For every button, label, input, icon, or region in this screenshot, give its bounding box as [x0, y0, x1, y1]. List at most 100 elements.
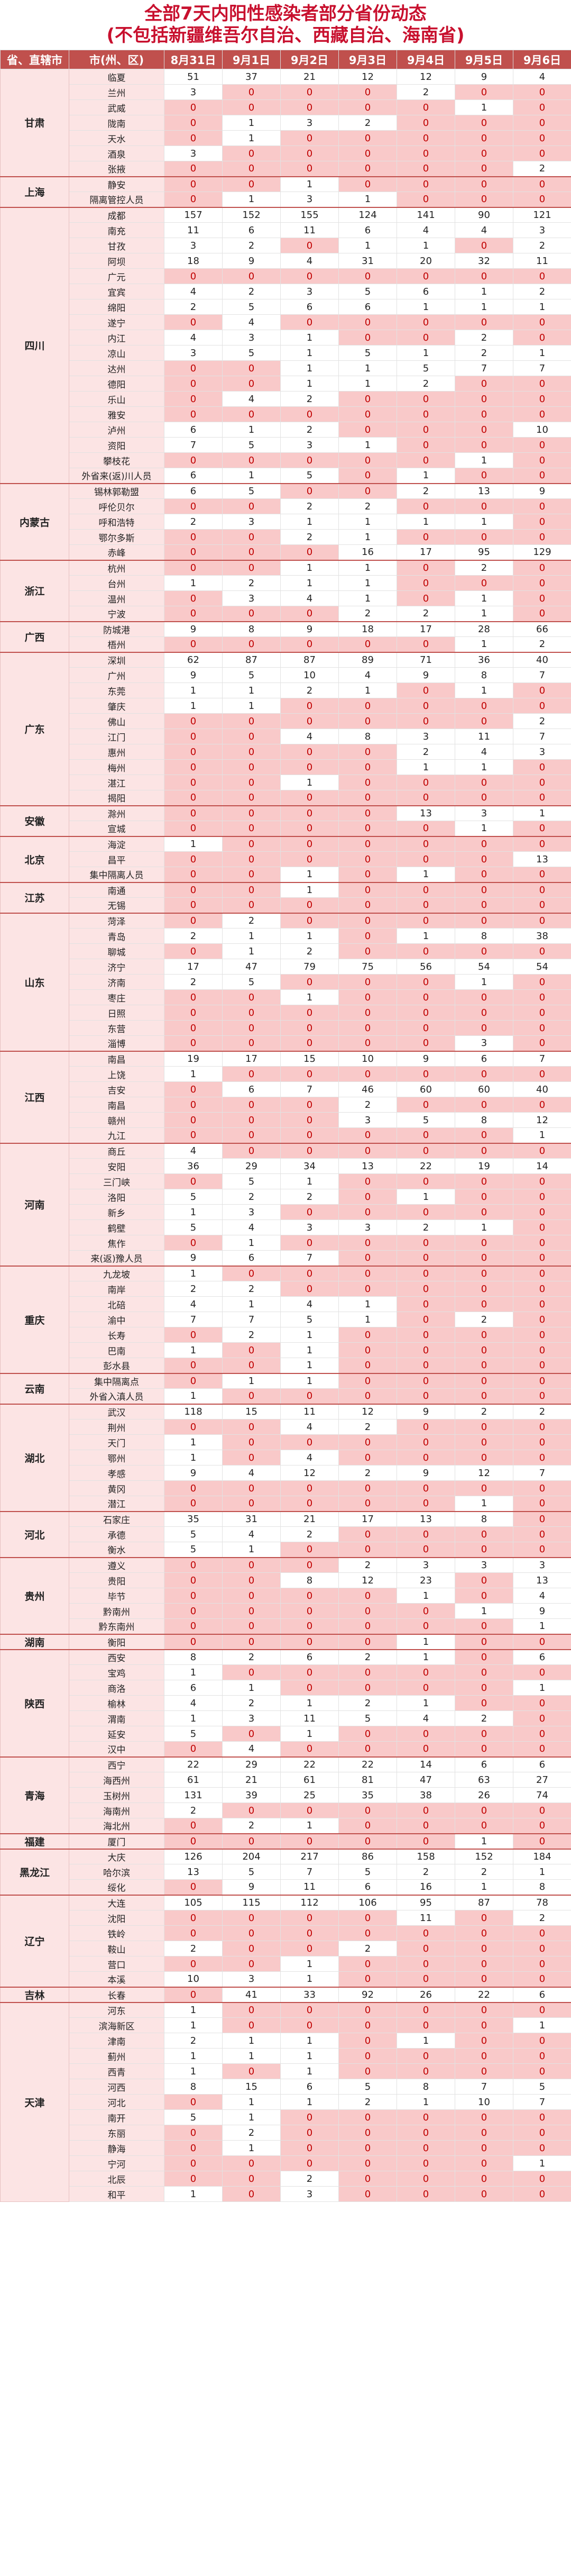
count-cell: 6 [280, 2079, 339, 2095]
count-cell: 0 [397, 1204, 455, 1220]
count-cell: 5 [222, 345, 281, 361]
count-cell: 184 [513, 1848, 571, 1864]
count-cell: 79 [280, 959, 339, 975]
count-cell: 0 [164, 606, 223, 622]
city-cell: 武威 [69, 99, 164, 115]
count-cell: 0 [164, 1020, 223, 1036]
table-row: 呼伦贝尔 0 0 2 2 0 0 0 [1, 498, 571, 514]
count-cell: 2 [222, 2125, 281, 2141]
city-cell: 鞍山 [69, 1941, 164, 1956]
count-cell: 7 [513, 1050, 571, 1067]
count-cell: 0 [455, 1480, 513, 1496]
count-cell: 0 [338, 1434, 397, 1450]
table-row: 外省来(返)川人员 6 1 5 0 1 0 0 [1, 468, 571, 484]
count-cell: 15 [222, 2079, 281, 2095]
table-row: 枣庄 0 0 1 0 0 0 0 [1, 989, 571, 1005]
count-cell: 0 [513, 790, 571, 806]
count-cell: 0 [455, 192, 513, 207]
province-cell: 青海 [0, 1756, 69, 1834]
count-cell: 0 [338, 2001, 397, 2018]
count-cell: 0 [513, 192, 571, 207]
count-cell: 0 [397, 1296, 455, 1312]
count-cell: 95 [455, 544, 513, 560]
count-cell: 5 [338, 2079, 397, 2095]
count-cell: 0 [513, 1173, 571, 1189]
count-cell: 3 [397, 1556, 455, 1573]
count-cell: 0 [455, 1020, 513, 1036]
table-row: 贵阳 0 0 8 12 23 0 13 [1, 1572, 571, 1588]
province-cell: 河南 [0, 1142, 69, 1266]
city-cell: 石家庄 [69, 1510, 164, 1527]
count-cell: 0 [164, 821, 223, 836]
count-cell: 0 [397, 2186, 455, 2202]
count-cell: 7 [513, 360, 571, 376]
count-cell: 1 [338, 1312, 397, 1327]
province-cell: 云南 [0, 1372, 69, 1404]
table-row: 商洛 6 1 0 0 0 0 1 [1, 1680, 571, 1696]
city-cell: 静海 [69, 2140, 164, 2156]
count-cell: 0 [455, 1342, 513, 1358]
count-cell: 131 [164, 1787, 223, 1803]
count-cell: 0 [455, 2155, 513, 2171]
city-cell: 陇南 [69, 115, 164, 131]
count-cell: 0 [455, 1726, 513, 1742]
count-cell: 10 [164, 1971, 223, 1987]
count-cell: 0 [280, 99, 339, 115]
count-cell: 5 [222, 974, 281, 990]
city-cell: 呼伦贝尔 [69, 498, 164, 514]
count-cell: 0 [455, 1434, 513, 1450]
count-cell: 0 [455, 376, 513, 392]
count-cell: 0 [397, 1127, 455, 1143]
count-cell: 8 [164, 1649, 223, 1665]
count-cell: 0 [164, 1818, 223, 1834]
count-cell: 0 [513, 1833, 571, 1849]
province-cell: 天津 [0, 2001, 69, 2202]
count-cell: 0 [338, 406, 397, 422]
count-cell: 0 [280, 544, 339, 560]
table-row: 安徽 滁州 0 0 0 0 13 3 1 [0, 805, 571, 836]
count-cell: 0 [338, 881, 397, 898]
count-cell: 0 [164, 805, 223, 821]
count-cell: 5 [338, 1864, 397, 1880]
count-cell: 17 [397, 544, 455, 560]
count-cell: 4 [164, 330, 223, 345]
city-cell: 绵阳 [69, 299, 164, 315]
count-cell: 0 [338, 1741, 397, 1757]
count-cell: 2 [397, 376, 455, 392]
count-cell: 0 [397, 452, 455, 468]
count-cell: 0 [222, 1603, 281, 1619]
province-cell: 福建 [0, 1833, 69, 1849]
count-cell: 1 [513, 299, 571, 315]
count-cell: 0 [455, 989, 513, 1005]
count-cell: 0 [338, 974, 397, 990]
count-cell: 0 [338, 330, 397, 345]
city-cell: 南昌 [69, 1050, 164, 1067]
count-cell: 0 [397, 989, 455, 1005]
count-cell: 0 [513, 176, 571, 192]
city-cell: 赤峰 [69, 544, 164, 560]
count-cell: 54 [513, 959, 571, 975]
table-row: 绥化 0 9 11 6 16 1 8 [1, 1879, 571, 1895]
count-cell: 0 [397, 1327, 455, 1343]
table-body: 甘肃 临夏 51 37 21 12 12 9 4 兰州 3 0 0 0 2 0 0 武威 0 0 0 0 0 1 0 陇南 0 1 3 2… [0, 69, 571, 2202]
count-cell: 0 [397, 1480, 455, 1496]
count-cell: 0 [397, 682, 455, 698]
count-cell: 87 [455, 1894, 513, 1910]
count-cell: 47 [397, 1772, 455, 1788]
count-cell: 0 [397, 268, 455, 284]
table-row: 衡水 5 1 0 0 0 0 0 [1, 1542, 571, 1558]
count-cell: 5 [338, 284, 397, 299]
city-cell: 商丘 [69, 1142, 164, 1159]
count-cell: 1 [222, 2140, 281, 2156]
count-cell: 0 [513, 1695, 571, 1711]
table-row: 揭阳 0 0 0 0 0 0 0 [1, 790, 571, 806]
count-cell: 1 [455, 1219, 513, 1235]
count-cell: 3 [222, 330, 281, 345]
table-row: 云南 集中隔离点 0 1 1 0 0 0 0 [0, 1372, 571, 1404]
count-cell: 0 [164, 176, 223, 192]
count-cell: 1 [455, 606, 513, 622]
count-cell: 11 [280, 222, 339, 238]
count-cell: 1 [338, 559, 397, 576]
count-cell: 112 [280, 1894, 339, 1910]
count-cell: 0 [164, 1588, 223, 1604]
